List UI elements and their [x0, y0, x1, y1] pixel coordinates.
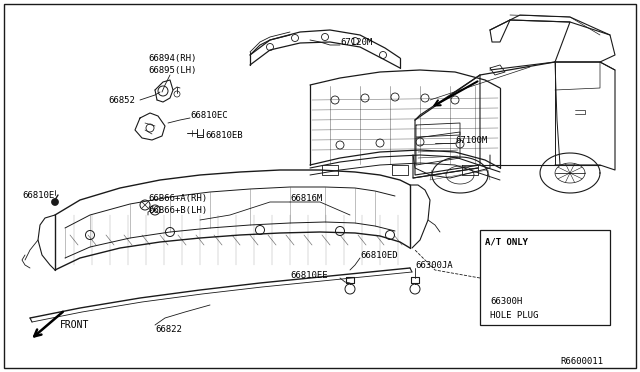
- Text: 66B66+B(LH): 66B66+B(LH): [148, 205, 207, 215]
- Text: 67120M: 67120M: [340, 38, 372, 46]
- Text: 66810E: 66810E: [22, 190, 54, 199]
- Bar: [480, 230, 610, 325]
- Text: 66B66+A(RH): 66B66+A(RH): [148, 193, 207, 202]
- Text: 67100M: 67100M: [455, 135, 487, 144]
- Text: 66852: 66852: [108, 96, 135, 105]
- Text: 66810ED: 66810ED: [360, 250, 397, 260]
- Text: 66822: 66822: [155, 326, 182, 334]
- Text: A/T ONLY: A/T ONLY: [485, 237, 528, 247]
- Text: 66810EB: 66810EB: [205, 131, 243, 140]
- Text: 66894(RH): 66894(RH): [148, 54, 196, 62]
- Text: 66816M: 66816M: [290, 193, 323, 202]
- Text: 66300JA: 66300JA: [415, 260, 452, 269]
- Text: 66300H: 66300H: [490, 298, 522, 307]
- Text: 66895(LH): 66895(LH): [148, 65, 196, 74]
- Text: FRONT: FRONT: [60, 320, 90, 330]
- Text: 66810EE: 66810EE: [290, 270, 328, 279]
- Text: HOLE PLUG: HOLE PLUG: [490, 311, 538, 320]
- Text: 66810EC: 66810EC: [190, 110, 228, 119]
- Text: R6600011: R6600011: [560, 357, 603, 366]
- Circle shape: [51, 199, 58, 205]
